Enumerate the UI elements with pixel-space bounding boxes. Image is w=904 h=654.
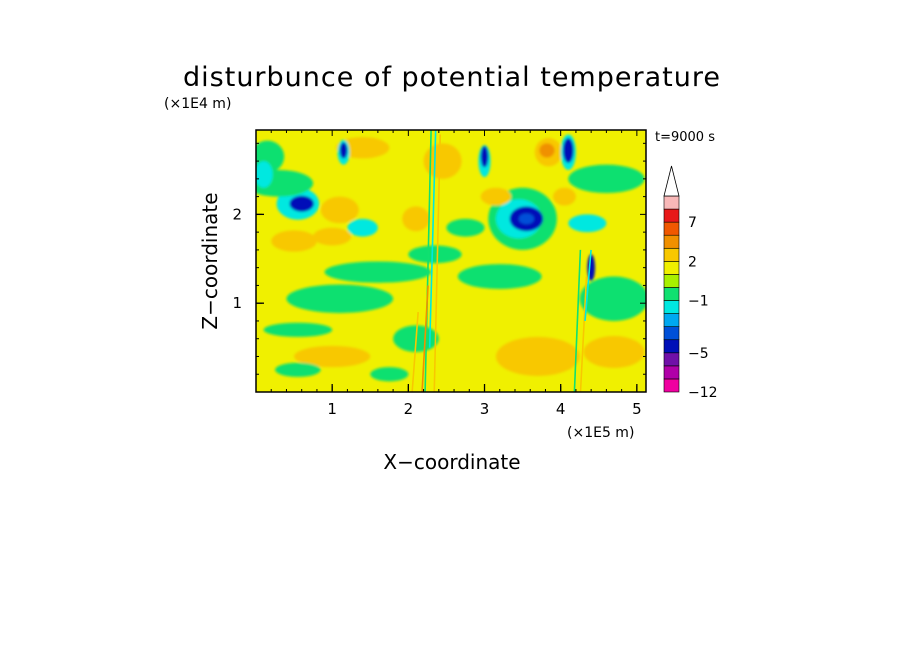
colorbar-band: [663, 365, 680, 380]
y-tick-label: 1: [232, 294, 242, 312]
colorbar-band: [663, 378, 680, 393]
x-axis: 1 2 3 4 5: [270, 130, 642, 418]
field-streak-1: [428, 130, 437, 348]
field-feature-40: [275, 362, 321, 377]
field-feature-16: [263, 322, 333, 337]
colorbar-label: −12: [688, 385, 718, 401]
field-feature-19: [583, 336, 645, 369]
field-feature-36: [408, 245, 462, 264]
field-feature-20: [320, 196, 359, 224]
x-axis-label: X−coordinate: [383, 450, 520, 474]
field-streak-5: [579, 276, 588, 392]
colorbar-label: −1: [688, 294, 709, 310]
field-feature-31: [339, 142, 348, 159]
x-tick-label: 3: [480, 400, 490, 418]
field-feature-11: [286, 284, 394, 313]
field-feature-34: [568, 214, 607, 233]
heatmap-field: [256, 130, 646, 392]
field-feature-14: [579, 276, 646, 321]
x-tick-label: 2: [404, 400, 414, 418]
colorbar-band: [663, 261, 680, 275]
colorbar-band: [663, 274, 680, 288]
y-axis-label: Z−coordinate: [198, 192, 222, 329]
plot-frame: [255, 129, 647, 393]
x-tick-label: 1: [327, 400, 337, 418]
field-feature-5: [518, 213, 535, 225]
field-feature-13: [457, 264, 542, 289]
colorbar-band: [663, 195, 680, 210]
y-tick-label: 2: [232, 205, 242, 223]
field-streak-3: [421, 285, 429, 392]
colorbar-label: 7: [688, 215, 697, 231]
field-feature-41: [370, 367, 409, 382]
colorbar-band: [663, 287, 680, 301]
field-feature-8: [539, 143, 555, 158]
field-streak-6: [584, 249, 592, 322]
field-feature-21: [313, 227, 352, 246]
colorbar-band: [663, 247, 680, 262]
colorbar: −12−5−127: [663, 165, 718, 401]
field-feature-6: [402, 206, 430, 232]
colorbar-band: [663, 326, 680, 341]
field-feature-10: [256, 169, 314, 197]
x-unit-label: (×1E5 m): [567, 425, 634, 441]
field-feature-15: [568, 164, 645, 194]
colorbar-band: [663, 234, 680, 249]
field-features: [256, 134, 646, 382]
field-feature-32: [256, 161, 273, 188]
colorbar-band: [663, 352, 680, 367]
x-tick-label: 5: [632, 400, 642, 418]
time-label: t=9000 s: [655, 130, 715, 145]
field-feature-22: [423, 143, 462, 179]
field-streak-4: [573, 249, 582, 392]
colorbar-band: [663, 339, 680, 354]
field-streak-7: [411, 312, 419, 392]
y-unit-label: (×1E4 m): [164, 96, 231, 112]
colorbar-band: [663, 313, 680, 327]
colorbar-band: [663, 221, 680, 236]
field-streak-0: [424, 130, 432, 392]
field-feature-1: [289, 195, 314, 212]
field-feature-33: [347, 218, 378, 237]
colorbar-band: [663, 300, 680, 314]
colorbar-label: 2: [688, 254, 697, 270]
field-streak-2: [433, 134, 442, 392]
field-feature-27: [562, 137, 574, 163]
colorbar-extend-arrow: [663, 165, 680, 197]
field-feature-38: [553, 187, 576, 206]
field-feature-18: [495, 336, 580, 377]
chart-title: disturbunce of potential temperature: [183, 62, 721, 93]
colorbar-label: −5: [688, 346, 709, 362]
field-feature-37: [480, 187, 512, 206]
field-feature-25: [294, 345, 371, 368]
colorbar-band: [663, 208, 680, 223]
field-feature-23: [271, 230, 317, 252]
y-axis: 12: [232, 142, 646, 375]
field-feature-29: [480, 145, 489, 168]
field-streaks: [411, 130, 592, 392]
field-feature-12: [324, 261, 432, 283]
field-feature-39: [446, 218, 485, 237]
x-tick-label: 4: [556, 400, 566, 418]
